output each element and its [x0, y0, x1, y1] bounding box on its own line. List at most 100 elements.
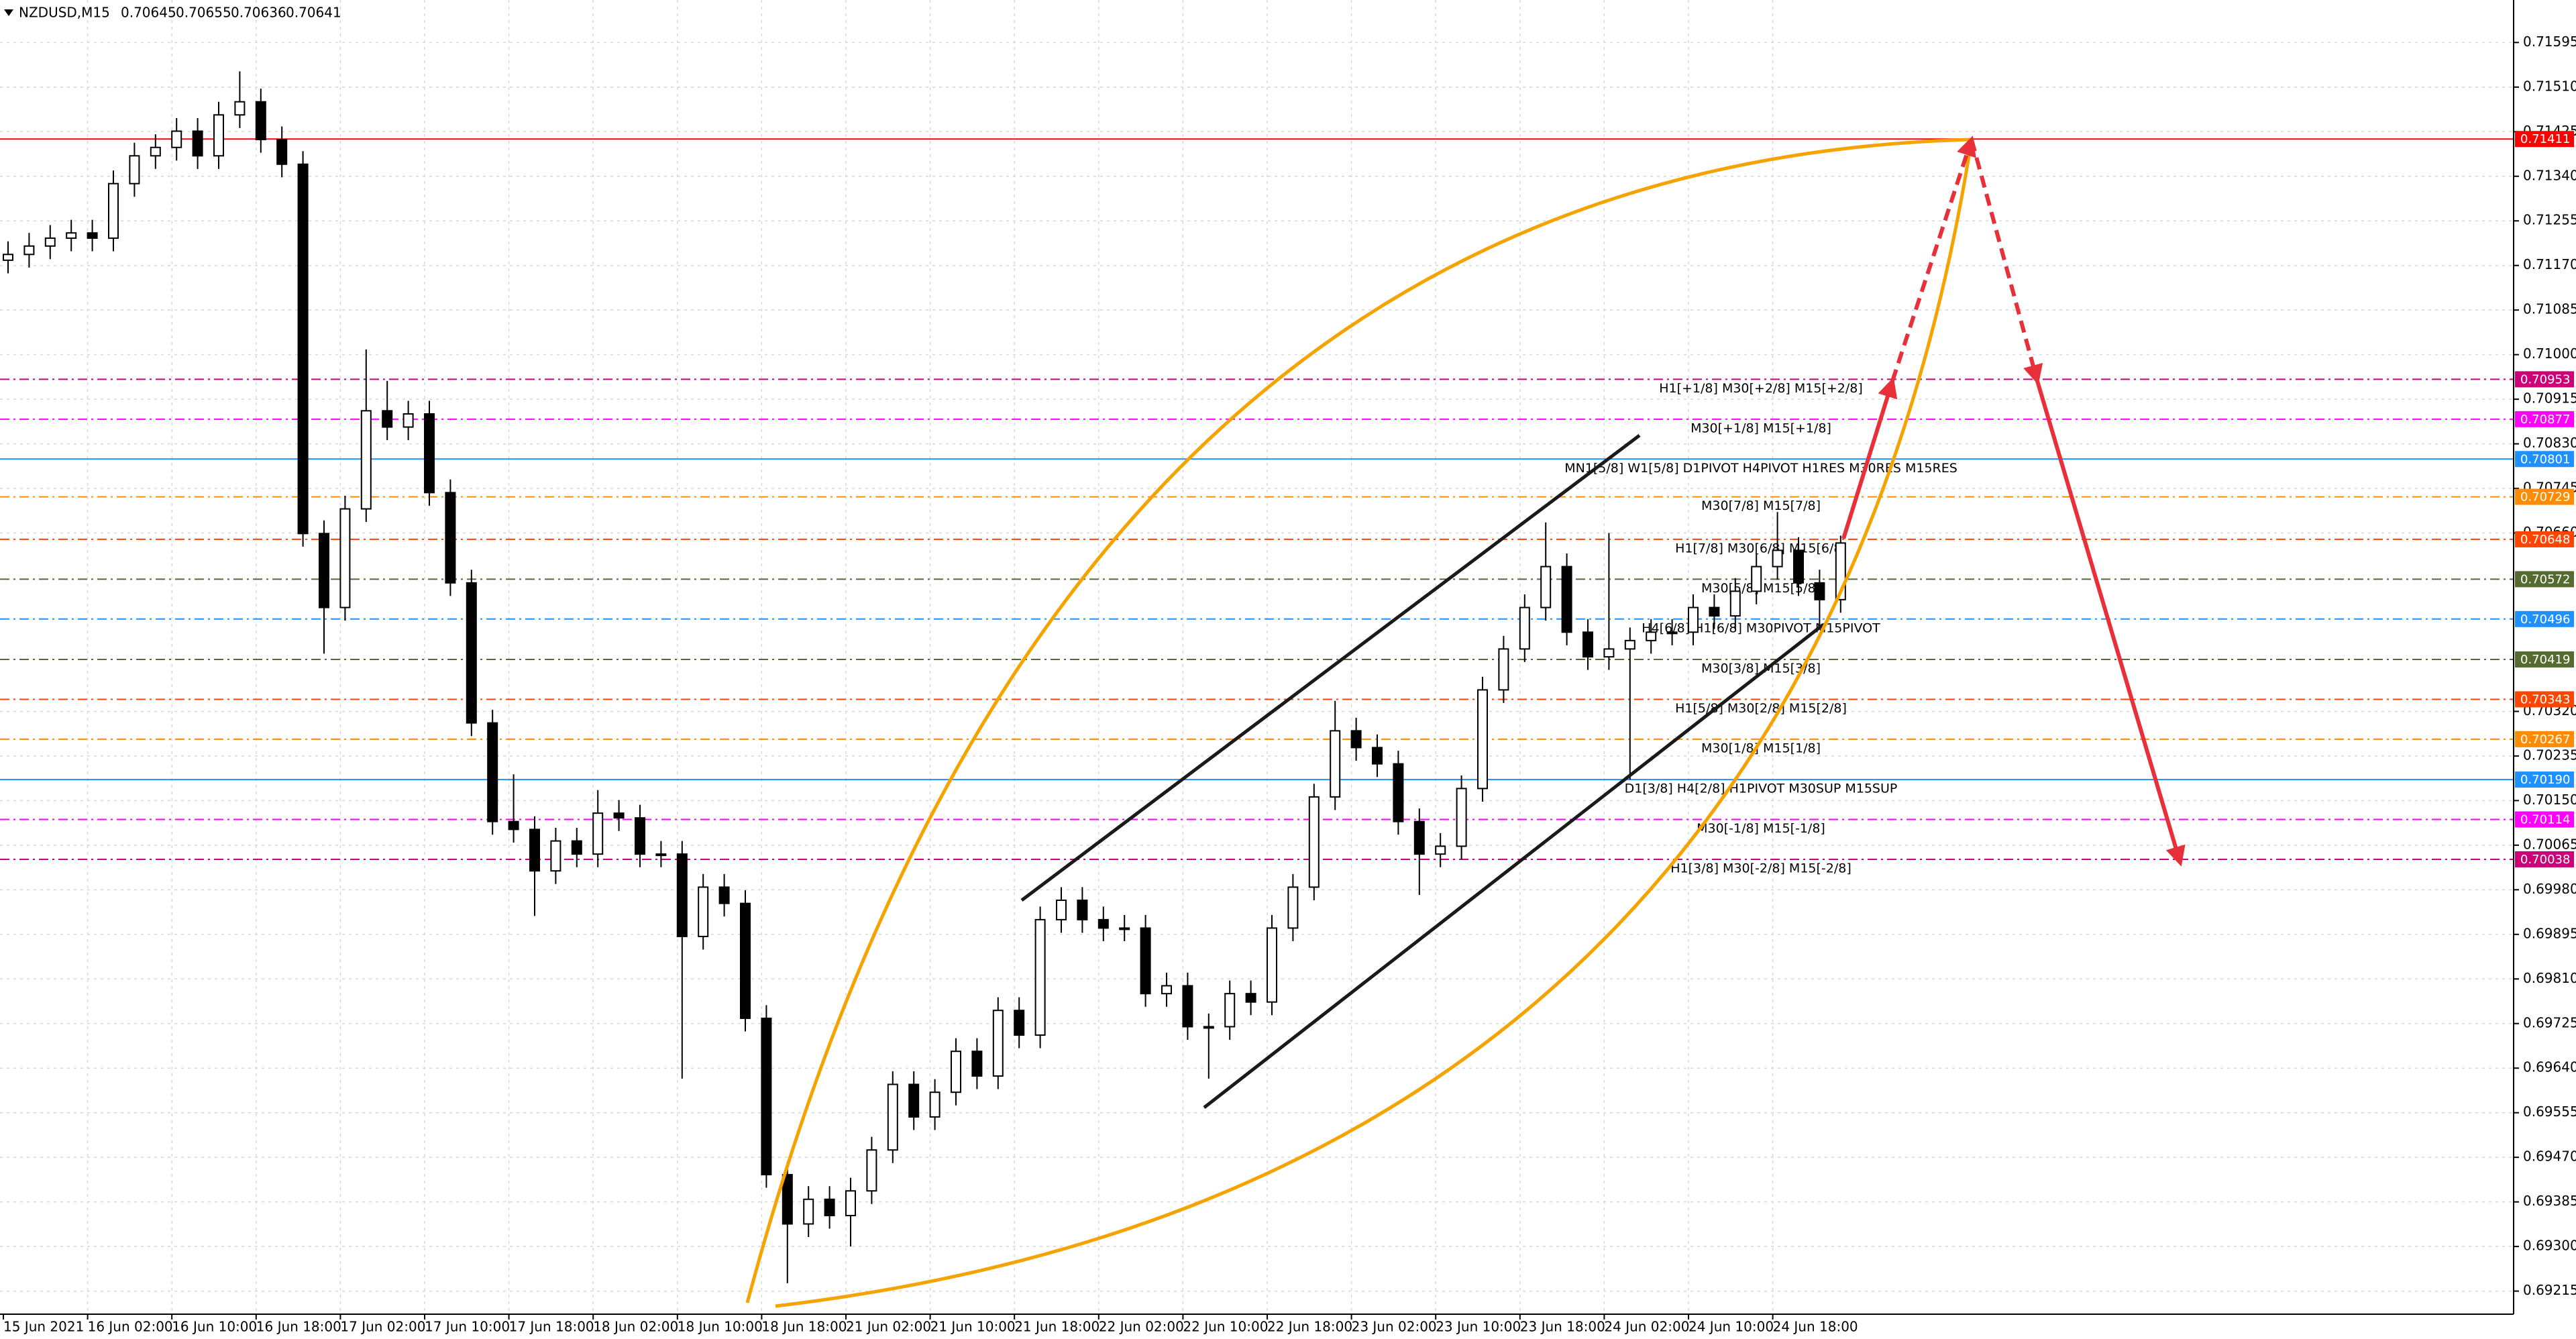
- candle-body: [297, 163, 309, 535]
- x-tick-label: 21 Jun 18:00: [1014, 1319, 1099, 1335]
- level-box: [2515, 811, 2574, 828]
- x-tick-label: 15 Jun 2021: [3, 1319, 84, 1335]
- candle-body: [1666, 631, 1678, 635]
- level-box: [2515, 731, 2574, 747]
- arrow-down-dashed: [1970, 139, 2043, 385]
- candle-body: [1519, 606, 1530, 650]
- arrow-down: [2035, 380, 2186, 867]
- y-tick-label: 0.71510: [2523, 78, 2576, 94]
- level-text: M30[-1/8] M15[-1/8]: [1697, 821, 1825, 836]
- candle-body: [402, 413, 414, 428]
- candle-body: [108, 182, 119, 239]
- x-tick-label: 18 Jun 18:00: [761, 1319, 847, 1335]
- y-tick-label: 0.70830: [2523, 435, 2576, 451]
- x-tick-label: 16 Jun 18:00: [256, 1319, 341, 1335]
- candle-body: [1287, 886, 1299, 929]
- y-tick-label: 0.71595: [2523, 34, 2576, 50]
- candle-body: [1477, 689, 1488, 790]
- candle-body: [213, 114, 224, 157]
- y-tick-label: 0.69980: [2523, 881, 2576, 897]
- candle-body: [1350, 730, 1362, 749]
- candle-body: [992, 1010, 1004, 1077]
- grid: [0, 0, 2514, 1314]
- candle-body: [887, 1083, 898, 1151]
- level-text: H1[5/8] M30[2/8] M15[2/8]: [1675, 701, 1847, 716]
- x-tick-label: 23 Jun 18:00: [1520, 1319, 1605, 1335]
- candle-body: [3, 254, 13, 261]
- ohlc-close: 0.70641: [286, 5, 341, 21]
- candle-body: [824, 1198, 835, 1216]
- candle-body: [1393, 763, 1404, 822]
- candle-body: [1119, 927, 1130, 930]
- candle-body: [445, 492, 456, 584]
- candle-body: [676, 853, 688, 937]
- ohlc-low: 0.70636: [231, 5, 286, 21]
- candle-body: [1540, 566, 1552, 608]
- levels: H1[+1/8] M30[+2/8] M15[+2/8] M30[+1/8] M1…: [0, 138, 2514, 875]
- level-box-label: 0.70496: [2520, 612, 2570, 627]
- level-text: H1[+1/8] M30[+2/8] M15[+2/8]: [1659, 381, 1863, 396]
- y-tick-label: 0.69895: [2523, 925, 2576, 941]
- candles: [3, 71, 1846, 1283]
- y-tick-label: 0.69300: [2523, 1238, 2576, 1254]
- level-box: [2515, 131, 2574, 148]
- x-tick-label: 17 Jun 10:00: [425, 1319, 510, 1335]
- drawings: [745, 136, 2186, 1308]
- level-box: [2515, 771, 2574, 788]
- x-tick-label: 22 Jun 02:00: [1099, 1319, 1184, 1335]
- candle-body: [613, 812, 625, 819]
- candle-body: [761, 1017, 772, 1175]
- candle-body: [382, 410, 393, 428]
- level-box-label: 0.70267: [2520, 733, 2570, 747]
- y-tick-label: 0.71340: [2523, 167, 2576, 183]
- candle-body: [1435, 845, 1446, 855]
- candle-body: [192, 130, 203, 157]
- level-box: [2515, 691, 2574, 708]
- y-tick-label: 0.70150: [2523, 792, 2576, 808]
- x-tick-label: 18 Jun 10:00: [678, 1319, 763, 1335]
- level-text: H4[6/8] H1[6/8] M30PIVOT M15PIVOT: [1642, 621, 1880, 635]
- candle-body: [23, 245, 35, 256]
- y-tick-label: 0.71170: [2523, 256, 2576, 272]
- y-tick-label: 0.69555: [2523, 1104, 2576, 1120]
- candle-body: [1729, 590, 1741, 617]
- candle-body: [66, 232, 77, 239]
- candle-body: [171, 130, 182, 148]
- level-box-label: 0.70877: [2520, 413, 2570, 427]
- level-text: M30[1/8] M15[1/8]: [1701, 741, 1821, 755]
- candle-body: [1203, 1026, 1214, 1029]
- level-box: [2515, 571, 2574, 588]
- channel-lower: [1203, 623, 1825, 1109]
- y-tick-label: 0.69385: [2523, 1193, 2576, 1209]
- x-tick-label: 24 Jun 18:00: [1773, 1319, 1858, 1335]
- level-box: [2515, 488, 2574, 505]
- arc-upper: [745, 138, 1972, 1303]
- candle-body: [971, 1051, 983, 1077]
- candle-body: [1077, 899, 1088, 920]
- candle-body: [129, 155, 140, 184]
- candle-body: [1056, 899, 1067, 920]
- x-tick-label: 24 Jun 02:00: [1604, 1319, 1689, 1335]
- x-tick-label: 21 Jun 10:00: [930, 1319, 1016, 1335]
- candle-body: [782, 1173, 793, 1225]
- level-box-label: 0.70114: [2520, 813, 2570, 827]
- candle-body: [1330, 730, 1341, 798]
- candle-body: [1372, 747, 1383, 765]
- x-tick-label: 21 Jun 02:00: [846, 1319, 931, 1335]
- candle-body: [1034, 918, 1046, 1036]
- x-tick-label: 16 Jun 10:00: [172, 1319, 257, 1335]
- x-tick-label: 17 Jun 18:00: [509, 1319, 594, 1335]
- y-tick-label: 0.70915: [2523, 390, 2576, 407]
- y-tick-label: 0.70235: [2523, 747, 2576, 763]
- header: NZDUSD,M15 0.70645 0.70655 0.70636 0.706…: [4, 5, 341, 21]
- candle-body: [339, 508, 351, 608]
- y-tick-label: 0.71255: [2523, 212, 2576, 228]
- candle-body: [845, 1190, 856, 1216]
- level-text: MN1[5/8] W1[5/8] D1PIVOT H4PIVOT H1RES M…: [1564, 461, 1957, 476]
- candle-body: [1161, 985, 1172, 995]
- candle-body: [803, 1198, 814, 1225]
- candle-body: [1582, 631, 1593, 658]
- candle-body: [929, 1091, 941, 1118]
- candle-body: [1751, 566, 1762, 592]
- candle-body: [1793, 549, 1804, 584]
